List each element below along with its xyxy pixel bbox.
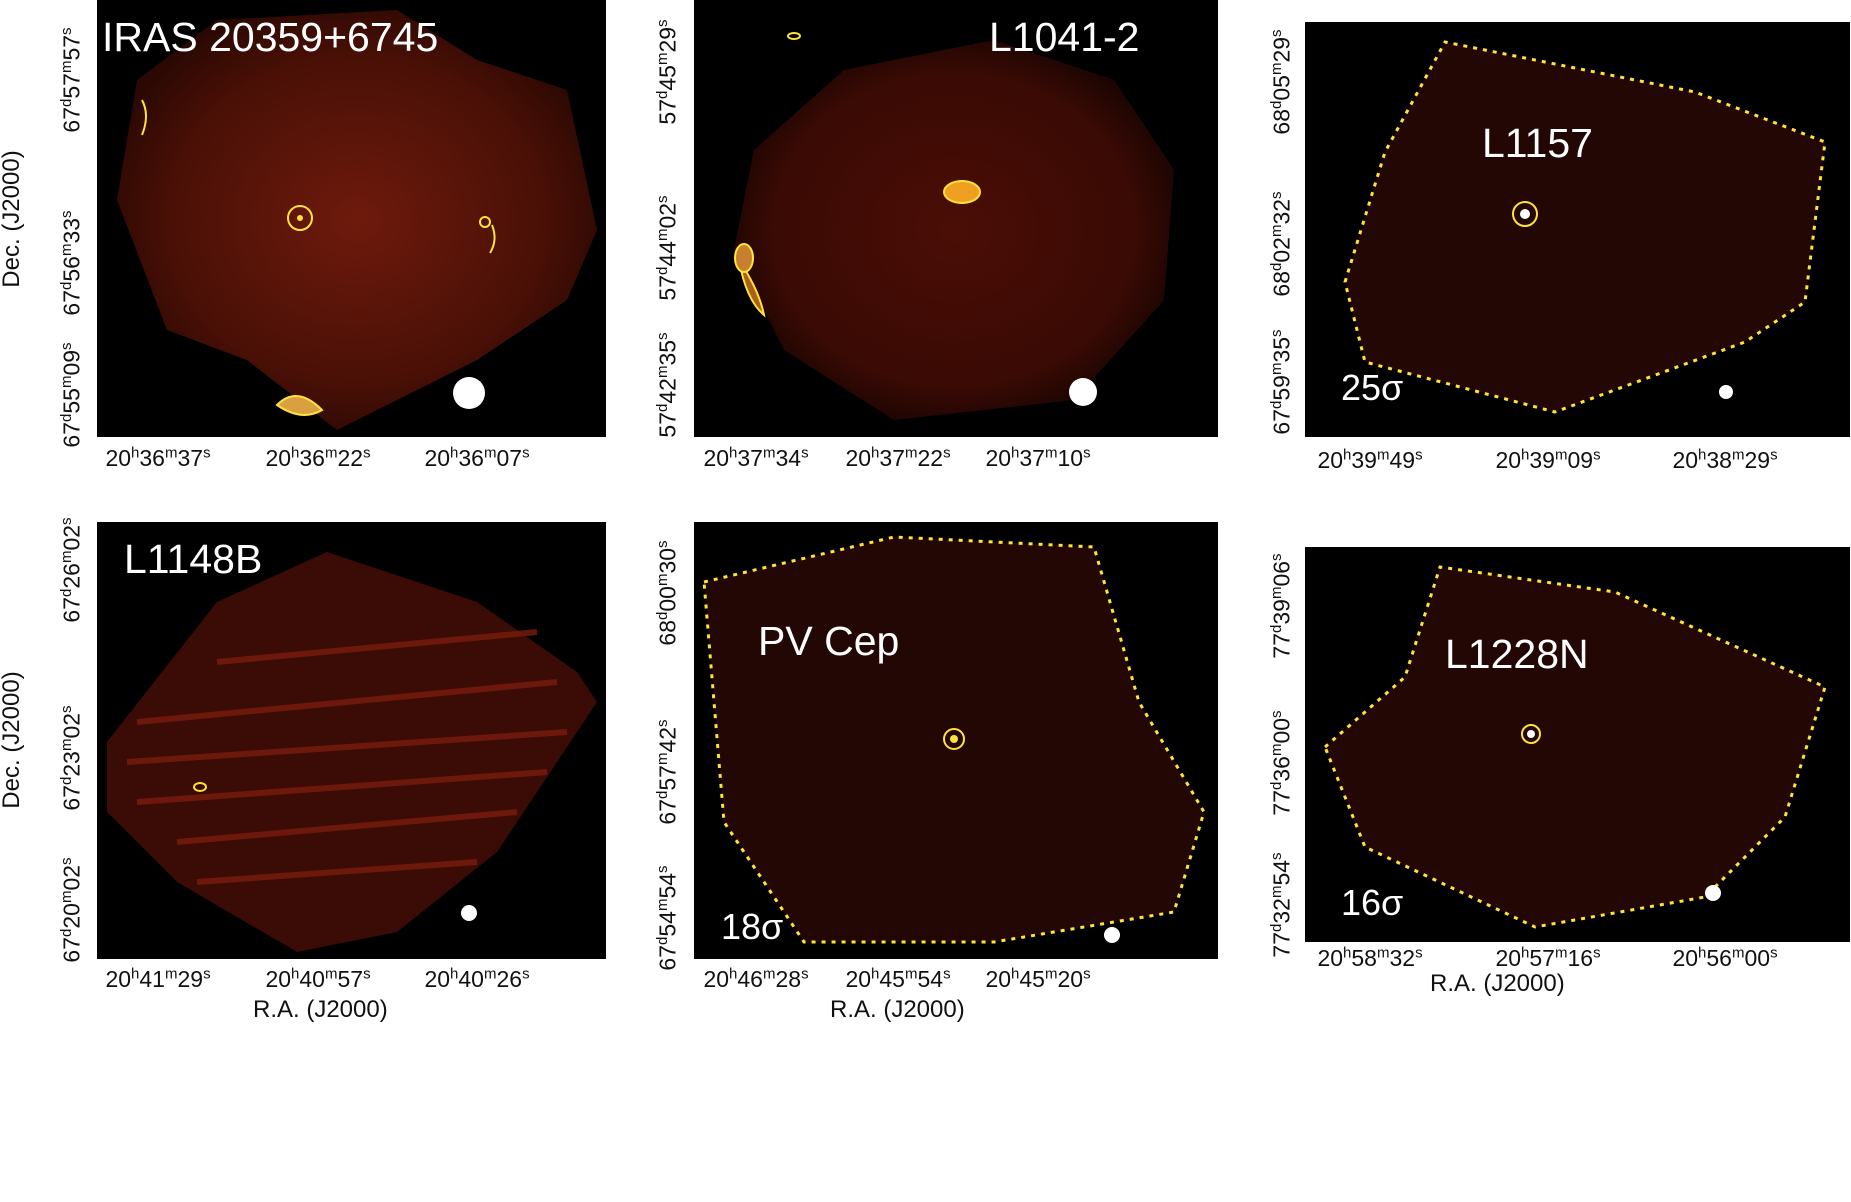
ra-tick-label: 20h58m32s: [1317, 944, 1423, 971]
ra-tick-label: 20h36m22s: [265, 444, 371, 471]
beam-ellipse: [1104, 927, 1120, 943]
dec-tick-label: 57d44m02s: [653, 195, 681, 301]
dec-tick-label: 57d45m29s: [653, 19, 681, 125]
dec-tick-label: 57d42m35s: [653, 332, 681, 438]
dec-tick-label: 68d02m32s: [1267, 191, 1295, 297]
emission-map: [117, 10, 597, 430]
source-label: L1148B: [124, 536, 263, 582]
emission-map: [1323, 565, 1827, 929]
source-label: L1041-2: [989, 14, 1140, 60]
dec-tick-label: 67d59m35s: [1267, 329, 1295, 435]
dec-tick-label: 67d20m02s: [57, 857, 85, 963]
dec-tick-label: 77d36m00s: [1267, 710, 1295, 816]
ra-tick-label: 20h36m07s: [424, 444, 530, 471]
ra-tick-label: 20h45m54s: [845, 965, 951, 992]
dec-tick-label: 67d57m57s: [57, 27, 85, 133]
beam-ellipse: [1069, 378, 1097, 406]
sigma-label: 25σ: [1341, 367, 1404, 408]
dec-tick-label: 77d32m54s: [1267, 852, 1295, 958]
ra-tick-label: 20h40m57s: [265, 965, 371, 992]
dec-tick-label: 67d23m02s: [57, 705, 85, 811]
ra-tick-label: 20h39m09s: [1495, 446, 1601, 473]
dec-tick-label: 67d56m33s: [57, 210, 85, 316]
map-panel-l1228: L1228N 16σ: [1305, 547, 1850, 942]
ra-tick-label: 20h37m10s: [985, 444, 1091, 471]
y-axis-title-top: Dec. (J2000): [0, 150, 25, 288]
emission-map: [1343, 40, 1827, 414]
map-panel-iras: IRAS 20359+6745: [97, 0, 606, 437]
source-label: L1228N: [1445, 631, 1589, 677]
source-label: PV Cep: [758, 618, 900, 664]
dec-tick-label: 68d00m30s: [653, 540, 681, 646]
ra-tick-label: 20h56m00s: [1672, 944, 1778, 971]
dec-tick-label: 77d39m06s: [1267, 553, 1295, 659]
beam-ellipse: [461, 905, 477, 921]
x-axis-title-right: R.A. (J2000): [1430, 970, 1565, 997]
source-label: L1157: [1482, 120, 1593, 166]
dec-tick-label: 67d57m42s: [653, 719, 681, 825]
dec-tick-label: 68d05m29s: [1267, 29, 1295, 135]
ra-tick-label: 20h39m49s: [1317, 446, 1423, 473]
dec-tick-label: 67d54m54s: [653, 865, 681, 971]
map-panel-pvcep: PV Cep 18σ: [694, 522, 1218, 959]
map-panel-l1041: L1041-2: [694, 0, 1218, 437]
beam-ellipse: [1705, 885, 1721, 901]
y-axis-title-bottom: Dec. (J2000): [0, 671, 25, 809]
map-panel-l1157: L1157 25σ: [1305, 22, 1850, 437]
ra-tick-label: 20h40m26s: [424, 965, 530, 992]
x-axis-title-left: R.A. (J2000): [253, 996, 388, 1023]
ra-tick-label: 20h37m22s: [845, 444, 951, 471]
ra-tick-label: 20h37m34s: [703, 444, 809, 471]
ra-tick-label: 20h36m37s: [105, 444, 211, 471]
dec-tick-label: 67d55m09s: [57, 342, 85, 448]
beam-ellipse: [453, 377, 485, 409]
ra-tick-label: 20h46m28s: [703, 965, 809, 992]
sigma-label: 16σ: [1341, 882, 1404, 923]
map-panel-l1148: L1148B: [97, 522, 606, 959]
emission-map: [702, 535, 1206, 944]
sigma-label: 18σ: [721, 906, 784, 947]
ra-tick-label: 20h45m20s: [985, 965, 1091, 992]
ra-tick-label: 20h41m29s: [105, 965, 211, 992]
ra-tick-label: 20h38m29s: [1672, 446, 1778, 473]
ra-tick-label: 20h57m16s: [1495, 944, 1601, 971]
x-axis-title-mid: R.A. (J2000): [830, 996, 965, 1023]
beam-ellipse: [1719, 385, 1733, 399]
emission-map: [734, 32, 1174, 420]
emission-map: [107, 552, 597, 952]
dec-tick-label: 67d26m02s: [57, 517, 85, 623]
source-label: IRAS 20359+6745: [102, 14, 439, 60]
